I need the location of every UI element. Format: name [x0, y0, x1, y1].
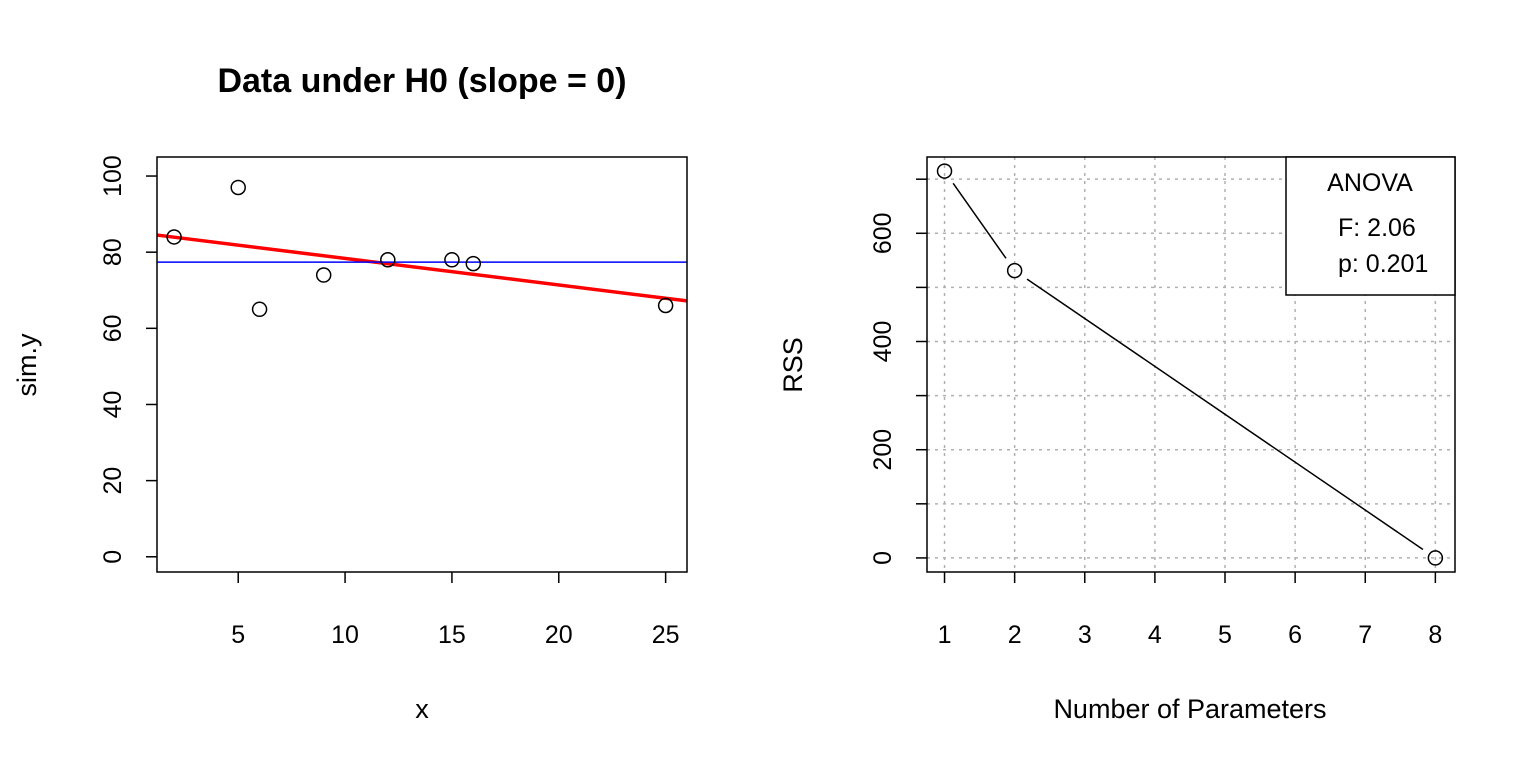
legend-box: [1285, 156, 1456, 296]
series-line: [952, 182, 1424, 551]
x-tick-label: 6: [1288, 621, 1302, 649]
x-tick-label: 7: [1358, 621, 1372, 649]
x-tick-label: 25: [652, 621, 680, 649]
y-axis-title: RSS: [778, 337, 808, 393]
y-tick-label: 0: [99, 550, 127, 564]
chart-title: Data under H0 (slope = 0): [217, 62, 626, 100]
data-point: [444, 252, 460, 268]
scatter-panel: Data under H0 (slope = 0) 5 10 15 20 25 0 20 40…: [12, 62, 688, 724]
data-point: [1006, 262, 1023, 279]
y-tick-label: 40: [99, 391, 127, 419]
x-axis-title: Number of Parameters: [1053, 694, 1326, 724]
x-tick-label: 20: [545, 621, 573, 649]
y-tick-label: 600: [869, 212, 897, 254]
y-tick-label: 200: [869, 429, 897, 471]
x-tick-label: 2: [1008, 621, 1022, 649]
legend-line-f: F: 2.06: [1338, 214, 1416, 242]
axis-ticks: 1 2 3 4 5 6 7 8 0 200 400 600: [869, 178, 1442, 649]
series-segment: [1026, 278, 1424, 551]
data-points: [936, 163, 1444, 566]
data-point: [380, 252, 396, 268]
data-point: [166, 229, 182, 245]
rss-panel: 1 2 3 4 5 6 7 8 0 200 400 600 ANOVA F: 2.06 p: 0.20…: [778, 156, 1456, 724]
series-segment: [952, 182, 1007, 259]
y-tick-label: 60: [99, 314, 127, 342]
axis-ticks: 5 10 15 20 25 0 20 40 60 80 100: [99, 155, 680, 649]
x-tick-label: 15: [438, 621, 466, 649]
data-point: [657, 297, 674, 314]
x-tick-label: 8: [1428, 621, 1442, 649]
data-point: [230, 179, 246, 196]
data-point: [936, 163, 953, 179]
x-tick-label: 1: [938, 621, 952, 649]
data-point: [1427, 550, 1444, 566]
data-point: [465, 255, 482, 272]
data-points: [166, 179, 674, 318]
y-tick-label: 20: [99, 467, 127, 495]
plot-frame: [926, 156, 1456, 573]
legend-line-p: p: 0.201: [1338, 250, 1428, 278]
x-tick-label: 3: [1078, 621, 1092, 649]
data-point: [315, 267, 332, 283]
data-point: [251, 301, 268, 318]
legend: ANOVA F: 2.06 p: 0.201: [1285, 156, 1456, 296]
y-tick-label: 400: [869, 321, 897, 363]
x-tick-label: 5: [231, 621, 245, 649]
regression-line: [156, 233, 688, 303]
y-tick-label: 100: [99, 155, 127, 197]
x-tick-label: 5: [1218, 621, 1232, 649]
x-tick-label: 4: [1148, 621, 1162, 649]
x-tick-label: 10: [331, 621, 359, 649]
y-tick-label: 80: [99, 238, 127, 266]
plot-frame: [156, 156, 688, 573]
fit-lines: [156, 233, 688, 303]
x-axis-title: x: [415, 694, 429, 724]
y-tick-label: 0: [869, 551, 897, 565]
y-axis-title: sim.y: [12, 333, 42, 396]
legend-title: ANOVA: [1327, 169, 1413, 197]
